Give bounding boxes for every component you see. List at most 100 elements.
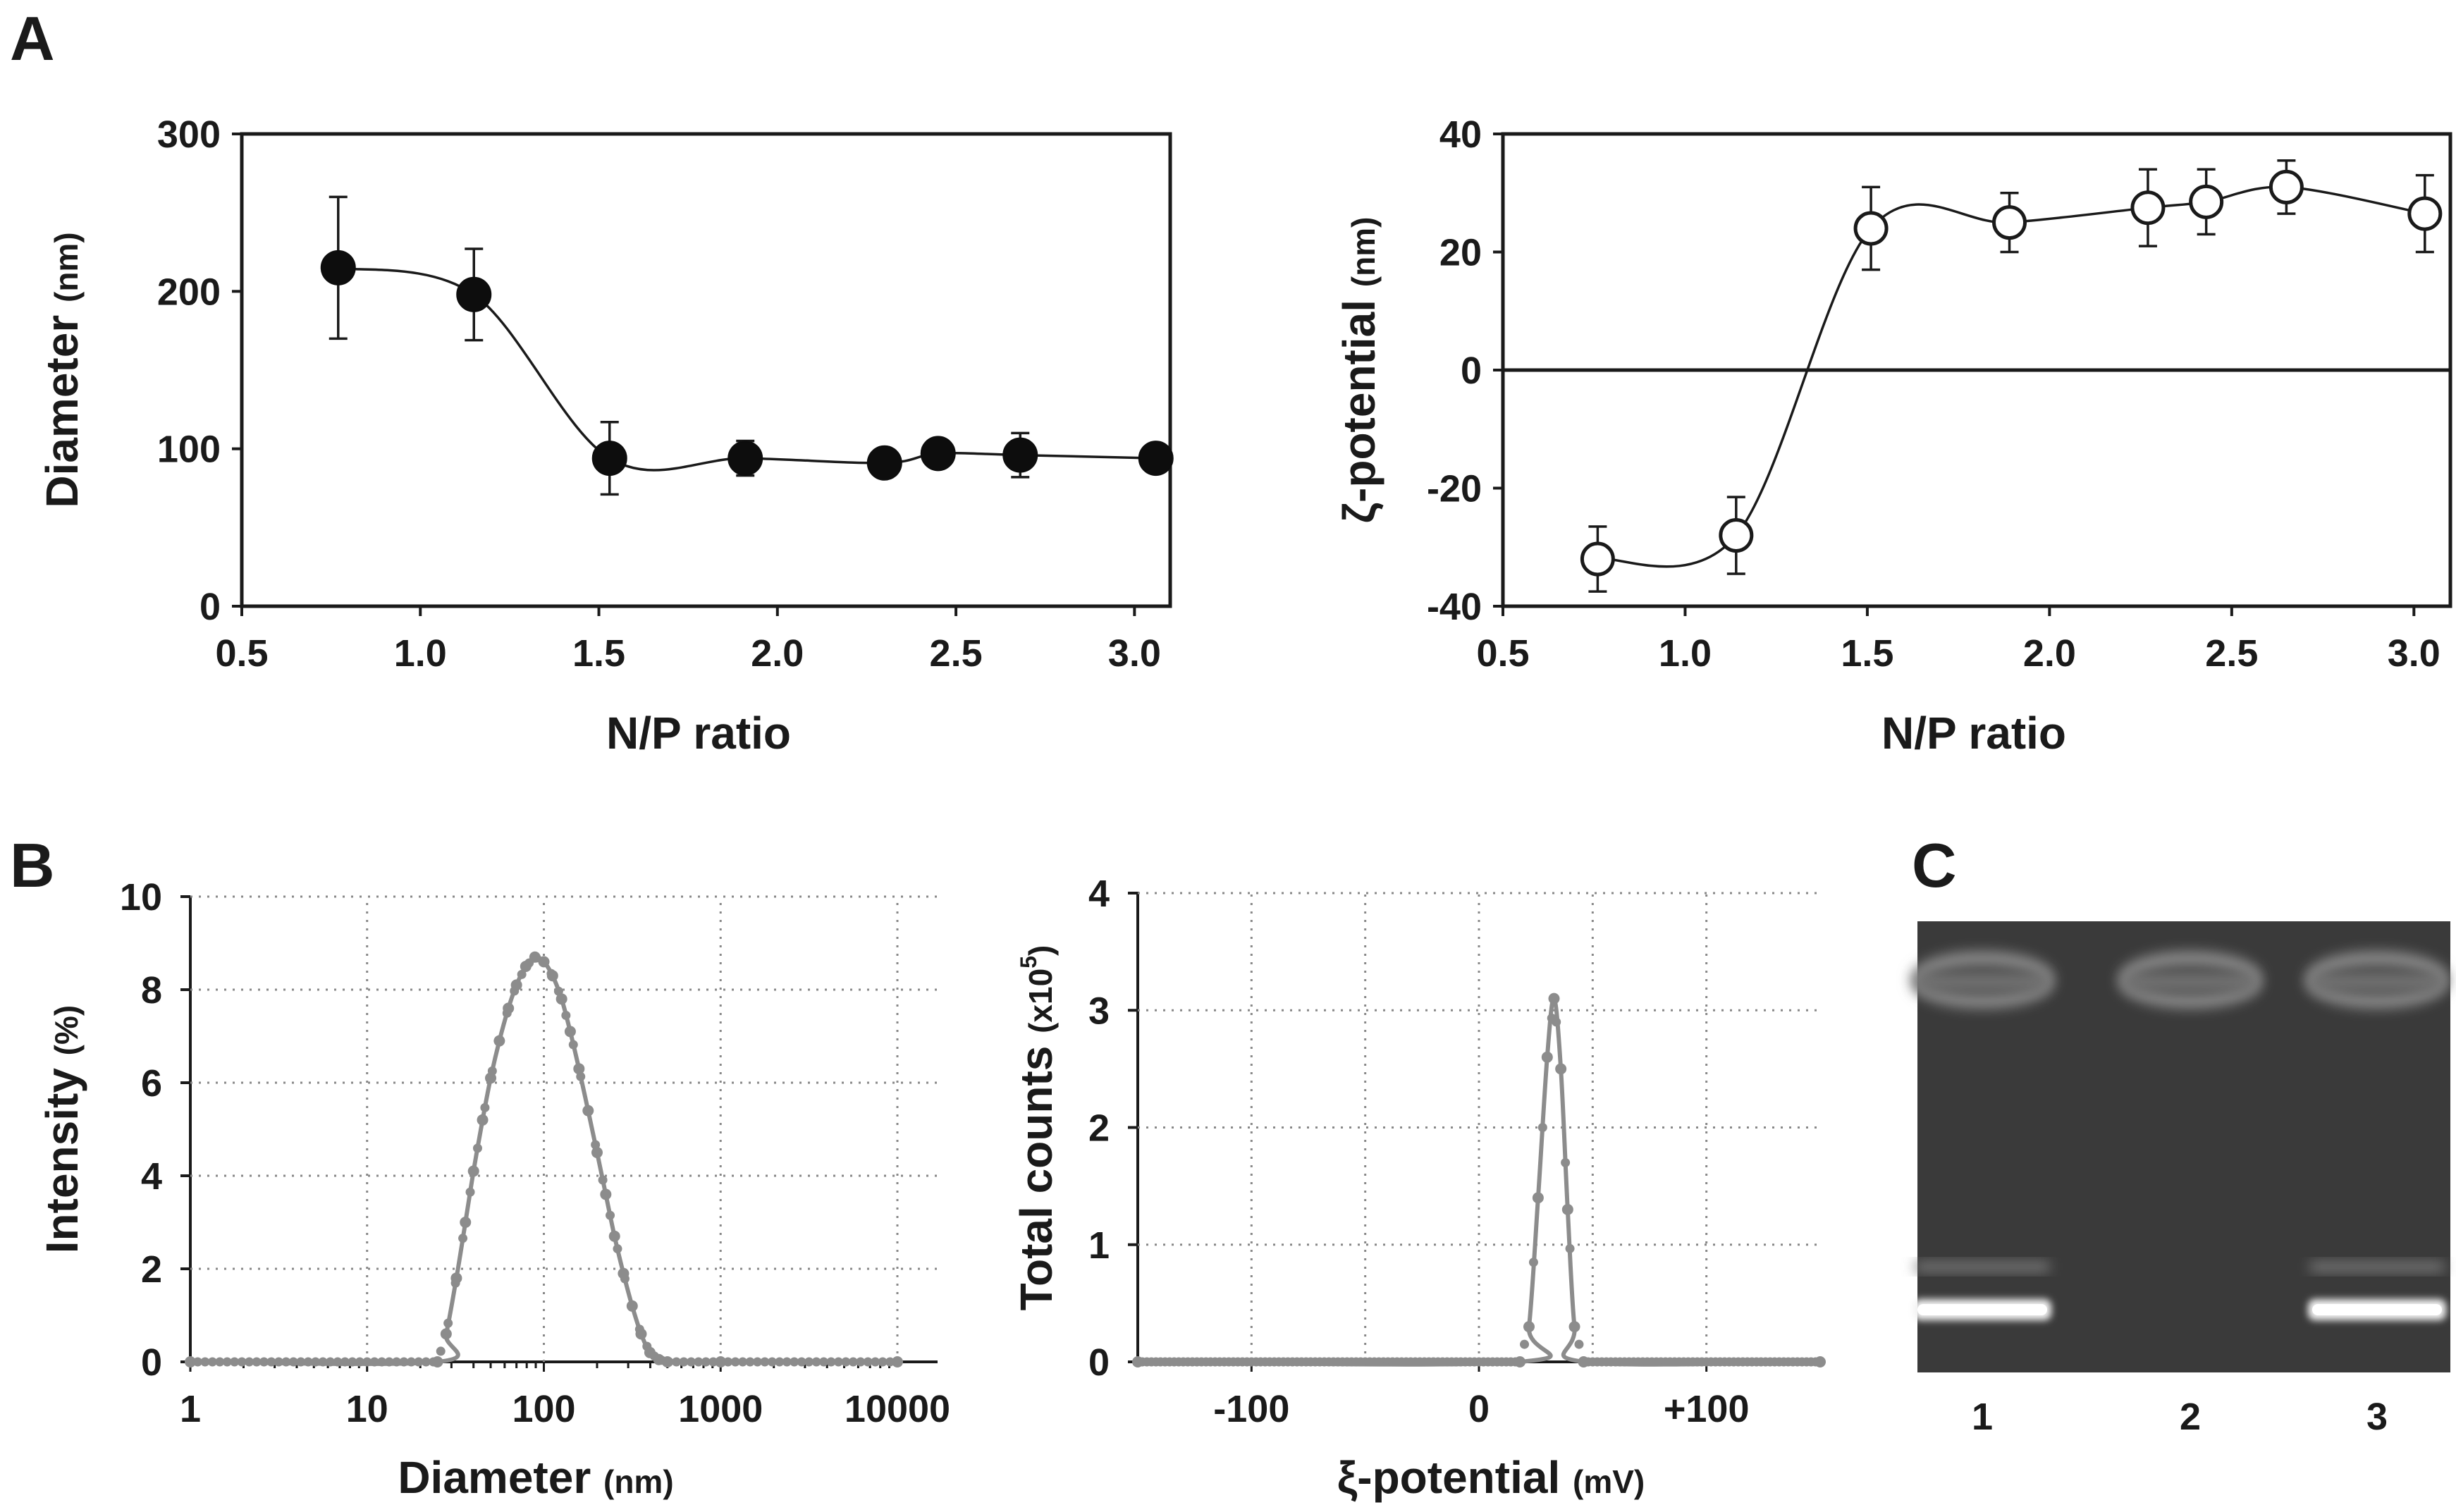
data-point-b1 — [467, 1165, 479, 1177]
sample-point-b1 — [819, 1357, 829, 1367]
y-tick-label-b1: 2 — [141, 1248, 162, 1291]
sample-point-b1 — [421, 1357, 431, 1367]
x-axis-title-a2: N/P ratio — [1881, 708, 2066, 758]
y-tick-label-b1: 10 — [120, 876, 162, 918]
data-point-b1 — [460, 1217, 472, 1228]
x-tick-label-a2: 2.0 — [2023, 632, 2076, 675]
gel-image: 1 2 3 — [1910, 921, 2450, 1438]
panel-letter-b: B — [10, 830, 55, 900]
gel-lane-label: 1 — [1972, 1396, 1993, 1438]
sample-point-b1 — [833, 1357, 843, 1367]
data-point-b1 — [582, 1105, 594, 1117]
y-tick-label-b2: 0 — [1088, 1341, 1110, 1384]
data-point-b2 — [1568, 1321, 1580, 1333]
sample-point-b2 — [1520, 1339, 1530, 1349]
sample-point-b1 — [207, 1357, 217, 1367]
data-point-a2 — [2189, 184, 2224, 219]
gel-faint-band — [1915, 1262, 2049, 1272]
sample-point-b1 — [303, 1357, 313, 1367]
sample-point-b1 — [561, 1010, 571, 1020]
y-axis-label-a1: Diameter — [37, 315, 87, 508]
y-axis-title-b1: Intensity (%) — [37, 1005, 87, 1253]
y-axis-unit-b1: (%) — [48, 1005, 85, 1056]
y-tick-label-a2: -40 — [1427, 586, 1482, 628]
x-axis-title-b2: ξ-potential (mV) — [1337, 1452, 1645, 1503]
sample-point-b1 — [311, 1357, 321, 1367]
data-point-b1 — [715, 1356, 727, 1367]
x-tick-label-a1: 0.5 — [215, 632, 268, 675]
x-tick-label-a2: 1.0 — [1659, 632, 1712, 675]
data-point-a2 — [2268, 169, 2304, 204]
sample-point-b1 — [443, 1318, 453, 1328]
y-axis-unit-exp-b2: 5 — [1016, 956, 1041, 969]
data-point-b1 — [618, 1267, 630, 1279]
data-point-a2 — [1992, 205, 2027, 240]
series-line-b1 — [190, 954, 897, 1366]
y-tick-label-b2: 1 — [1088, 1224, 1110, 1267]
data-point-b1 — [626, 1300, 638, 1312]
sample-point-b1 — [436, 1346, 446, 1356]
y-tick-label-b1: 0 — [141, 1341, 162, 1384]
data-point-a2 — [1719, 518, 1754, 553]
data-point-b2 — [1514, 1356, 1526, 1367]
sample-point-b1 — [318, 1357, 328, 1367]
y-tick-label-a2: 40 — [1439, 113, 1482, 156]
data-point-b1 — [555, 993, 567, 1005]
sample-point-b1 — [878, 1357, 888, 1367]
x-tick-label-a2: 3.0 — [2388, 632, 2440, 675]
gel-dna-band-core — [1917, 1304, 2047, 1315]
data-point-a2 — [1853, 211, 1889, 246]
y-tick-label-b1: 8 — [141, 969, 162, 1012]
data-point-b2 — [1541, 1051, 1553, 1063]
y-axis-unit-close-b2: ) — [1022, 945, 1059, 956]
x-axis-label-b1: Diameter — [398, 1452, 591, 1503]
y-axis-title-a2: ζ-potential (nm) — [1334, 217, 1384, 524]
data-point-b1 — [573, 1063, 585, 1075]
x-tick-label-a1: 1.5 — [572, 632, 625, 675]
sample-point-b1 — [296, 1357, 306, 1367]
data-point-a1 — [456, 276, 492, 312]
sample-point-b1 — [237, 1357, 247, 1367]
sample-point-b1 — [679, 1357, 689, 1367]
chart-a2: ζ-potential (nm) N/P ratio 0.5 1.0 1.5 2.0 2… — [1334, 113, 2452, 758]
sample-point-b1 — [598, 1175, 608, 1185]
data-point-b1 — [431, 1356, 443, 1367]
data-point-b1 — [608, 1230, 620, 1242]
x-tick-label-b1: 1 — [180, 1388, 201, 1430]
data-point-b1 — [644, 1346, 656, 1358]
gel-faint-band — [2310, 1262, 2444, 1272]
sample-point-b1 — [863, 1357, 873, 1367]
chart-b1: Intensity (%) Diameter (nm) 0 2 4 6 8 10 1 10 10… — [37, 876, 950, 1503]
y-tick-label-a1: 300 — [157, 113, 221, 156]
data-point-a1 — [1138, 441, 1174, 477]
y-axis-label-b1: Intensity — [37, 1068, 87, 1254]
sample-point-b2 — [1574, 1339, 1584, 1349]
data-point-a1 — [866, 445, 902, 481]
tick-layer-a1: 0.5 1.0 1.5 2.0 2.5 3.0 0 100 200 300 — [157, 113, 1161, 675]
sample-point-b1 — [458, 1234, 468, 1243]
sample-point-b1 — [245, 1357, 254, 1367]
sample-point-b1 — [745, 1357, 755, 1367]
sample-point-b1 — [517, 969, 527, 979]
y-tick-label-b2: 3 — [1088, 990, 1110, 1032]
sample-point-b1 — [333, 1357, 343, 1367]
gel-lane-label: 3 — [2366, 1396, 2388, 1438]
series-line-a2 — [1597, 185, 2426, 568]
x-tick-label-a1: 2.0 — [751, 632, 804, 675]
y-axis-unit-a1: (nm) — [48, 232, 85, 302]
sample-point-b1 — [672, 1357, 682, 1367]
data-point-b1 — [450, 1272, 462, 1284]
tick-layer-b2: 0 1 2 3 4 -100 0 +100 — [1088, 873, 1820, 1430]
sample-point-b1 — [215, 1357, 225, 1367]
y-axis-label-a2: ζ-potential — [1334, 300, 1384, 523]
sample-point-b1 — [281, 1357, 291, 1367]
sample-point-b1 — [326, 1357, 336, 1367]
y-tick-label-a1: 0 — [199, 586, 221, 628]
data-point-b1 — [546, 970, 558, 982]
sample-point-b1 — [826, 1357, 836, 1367]
x-tick-label-a1: 1.0 — [394, 632, 447, 675]
data-point-a1 — [920, 436, 956, 472]
x-tick-label-a1: 2.5 — [930, 632, 983, 675]
data-point-a2 — [1580, 541, 1615, 577]
data-point-b1 — [503, 1002, 515, 1014]
